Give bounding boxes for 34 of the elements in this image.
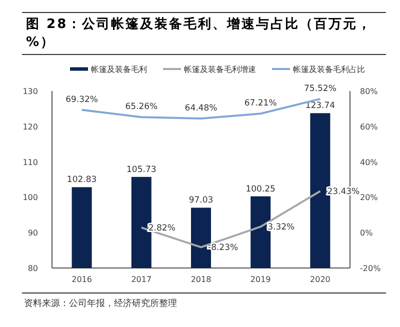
- title: 图 28：公司帐篷及装备毛利、增速与占比（百万元，%）: [22, 12, 386, 55]
- y-tick-label: 90: [28, 228, 38, 238]
- data-label: 2.82%: [148, 224, 176, 234]
- x-tick-label: 2017: [131, 275, 152, 284]
- x-tick-label: 2020: [310, 275, 330, 284]
- data-label: 100.25: [246, 184, 276, 194]
- legend-label: 帐篷及装备毛利: [91, 65, 147, 74]
- y2-tick-label: 80%: [360, 87, 378, 96]
- y-tick-label: 120: [22, 122, 38, 132]
- y2-tick-label: 60%: [360, 122, 378, 132]
- y2-tick-label: 20%: [360, 193, 378, 202]
- data-label: 102.83: [66, 175, 97, 186]
- y2-tick-label: 40%: [360, 158, 378, 167]
- x-tick-label: 2019: [250, 275, 271, 284]
- y-tick-label: 110: [22, 158, 38, 167]
- data-label: 105.73: [126, 164, 156, 175]
- y2-tick-label: -20%: [360, 264, 382, 273]
- y-tick-label: 100: [22, 193, 38, 202]
- data-label: 65.26%: [125, 102, 158, 112]
- legend-label: 帐篷及装备毛利增速: [184, 65, 256, 74]
- data-label: 123.74: [305, 101, 336, 112]
- text: 资料来源：公司年报，经济研究所整理: [24, 298, 177, 309]
- data-label: 97.03: [188, 196, 214, 206]
- x-tick-label: 2018: [190, 275, 212, 284]
- data-label: 69.32%: [66, 94, 98, 105]
- data-label: 75.52%: [304, 84, 336, 94]
- data-label: 64.48%: [184, 103, 218, 114]
- y2-tick-label: 0%: [360, 228, 374, 238]
- x-tick-label: 2016: [72, 275, 92, 284]
- line-series: [140, 190, 322, 248]
- legend-label: 帐篷及装备毛利占比: [293, 65, 365, 74]
- data-label: 67.21%: [244, 98, 277, 109]
- y-tick-label: 130: [22, 87, 38, 96]
- y-tick-label: 80: [28, 264, 38, 273]
